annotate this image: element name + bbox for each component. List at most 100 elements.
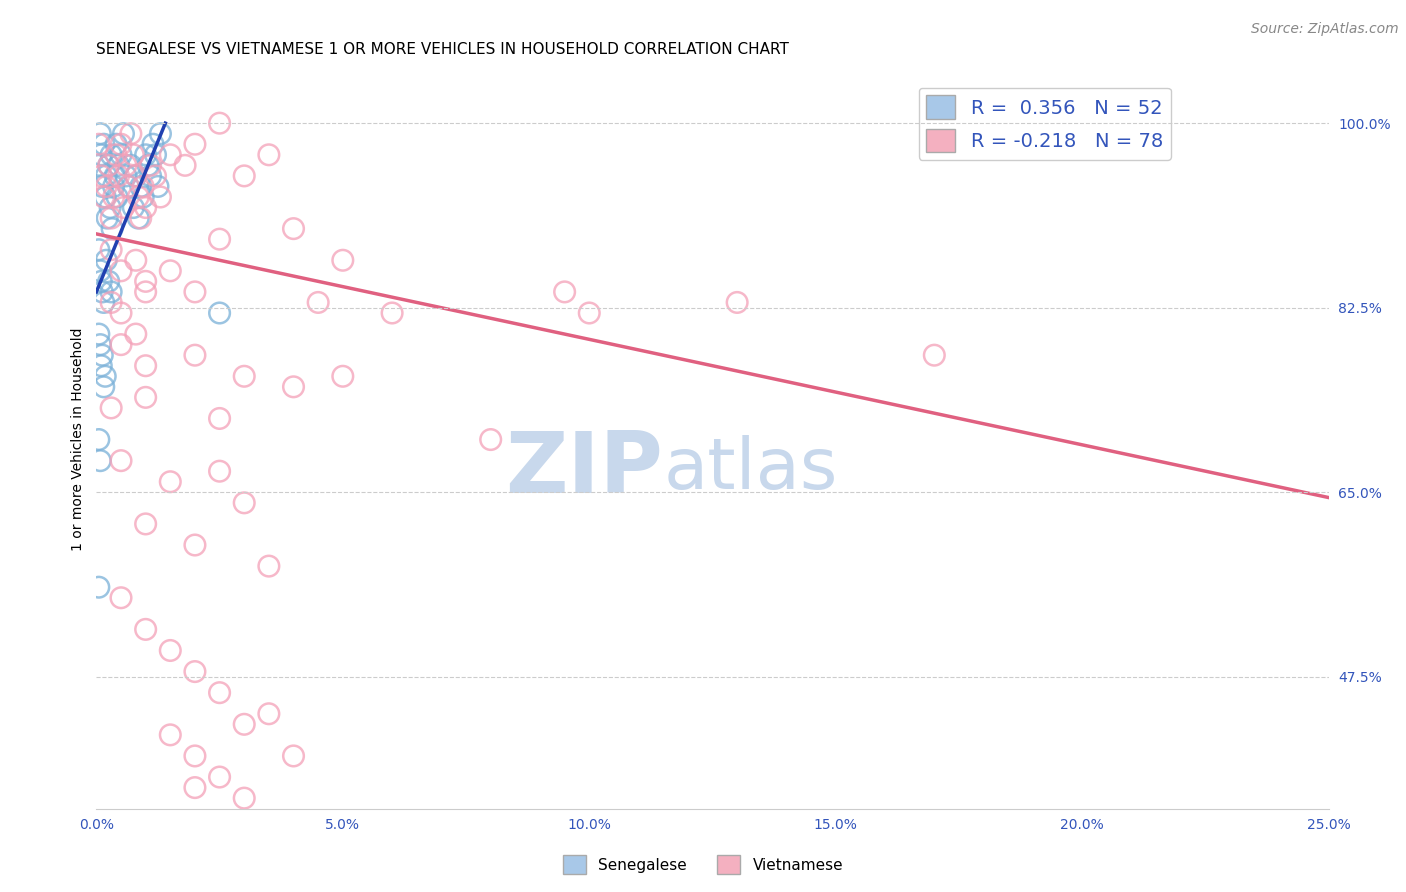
Text: atlas: atlas xyxy=(664,434,838,504)
Point xyxy=(135,390,157,404)
Point xyxy=(332,369,354,384)
Point xyxy=(184,780,207,795)
Point xyxy=(105,137,128,152)
Point xyxy=(103,179,125,194)
Point xyxy=(125,253,148,268)
Point xyxy=(725,295,748,310)
Point xyxy=(100,295,122,310)
Point xyxy=(110,137,132,152)
Point xyxy=(159,148,181,162)
Point xyxy=(135,201,157,215)
Point xyxy=(97,158,120,172)
Point xyxy=(94,369,117,384)
Point xyxy=(87,137,110,152)
Point xyxy=(307,295,329,310)
Point xyxy=(100,148,122,162)
Point xyxy=(93,295,115,310)
Point xyxy=(115,158,138,172)
Point xyxy=(132,179,155,194)
Point xyxy=(105,190,128,204)
Point xyxy=(283,380,305,394)
Point xyxy=(93,137,115,152)
Point xyxy=(112,127,135,141)
Point xyxy=(122,148,145,162)
Point xyxy=(125,327,148,342)
Point xyxy=(127,190,149,204)
Point xyxy=(90,274,112,288)
Point xyxy=(91,179,114,194)
Legend: Senegalese, Vietnamese: Senegalese, Vietnamese xyxy=(557,849,849,880)
Point xyxy=(139,158,162,172)
Point xyxy=(87,580,110,594)
Point xyxy=(174,158,197,172)
Point xyxy=(96,169,118,183)
Point xyxy=(257,559,280,574)
Point xyxy=(87,158,110,172)
Point xyxy=(93,190,115,204)
Point xyxy=(105,148,128,162)
Point xyxy=(115,169,138,183)
Point xyxy=(87,433,110,447)
Point xyxy=(135,359,157,373)
Point xyxy=(257,148,280,162)
Point xyxy=(554,285,576,299)
Point xyxy=(110,306,132,320)
Point xyxy=(149,127,172,141)
Point xyxy=(89,264,111,278)
Point xyxy=(96,179,118,194)
Point xyxy=(107,169,129,183)
Point xyxy=(127,211,149,225)
Point xyxy=(208,232,231,246)
Point xyxy=(146,179,169,194)
Point xyxy=(90,359,112,373)
Point xyxy=(110,148,132,162)
Point xyxy=(110,337,132,351)
Point xyxy=(87,243,110,257)
Point xyxy=(107,158,129,172)
Point xyxy=(233,496,256,510)
Point xyxy=(120,127,142,141)
Point xyxy=(145,148,167,162)
Point xyxy=(159,643,181,657)
Point xyxy=(91,348,114,362)
Point xyxy=(233,369,256,384)
Point xyxy=(93,380,115,394)
Point xyxy=(208,686,231,700)
Point xyxy=(578,306,600,320)
Point xyxy=(96,253,118,268)
Point xyxy=(110,264,132,278)
Point xyxy=(233,791,256,805)
Point xyxy=(103,190,125,204)
Point xyxy=(101,221,124,235)
Point xyxy=(96,211,118,225)
Point xyxy=(208,411,231,425)
Point xyxy=(208,116,231,130)
Point xyxy=(98,201,121,215)
Point xyxy=(104,169,127,183)
Point xyxy=(924,348,946,362)
Point xyxy=(159,475,181,489)
Point xyxy=(89,453,111,467)
Point xyxy=(184,137,207,152)
Point xyxy=(159,264,181,278)
Point xyxy=(184,348,207,362)
Point xyxy=(184,665,207,679)
Point xyxy=(117,179,139,194)
Point xyxy=(283,748,305,763)
Point xyxy=(135,148,157,162)
Point xyxy=(94,190,117,204)
Point xyxy=(184,285,207,299)
Point xyxy=(100,285,122,299)
Point xyxy=(208,770,231,784)
Point xyxy=(184,748,207,763)
Text: ZIP: ZIP xyxy=(506,427,664,510)
Point xyxy=(135,516,157,531)
Point xyxy=(208,464,231,478)
Point xyxy=(139,169,162,183)
Point xyxy=(90,148,112,162)
Point xyxy=(89,127,111,141)
Text: SENEGALESE VS VIETNAMESE 1 OR MORE VEHICLES IN HOUSEHOLD CORRELATION CHART: SENEGALESE VS VIETNAMESE 1 OR MORE VEHIC… xyxy=(97,42,789,57)
Point xyxy=(122,201,145,215)
Point xyxy=(125,169,148,183)
Point xyxy=(136,158,159,172)
